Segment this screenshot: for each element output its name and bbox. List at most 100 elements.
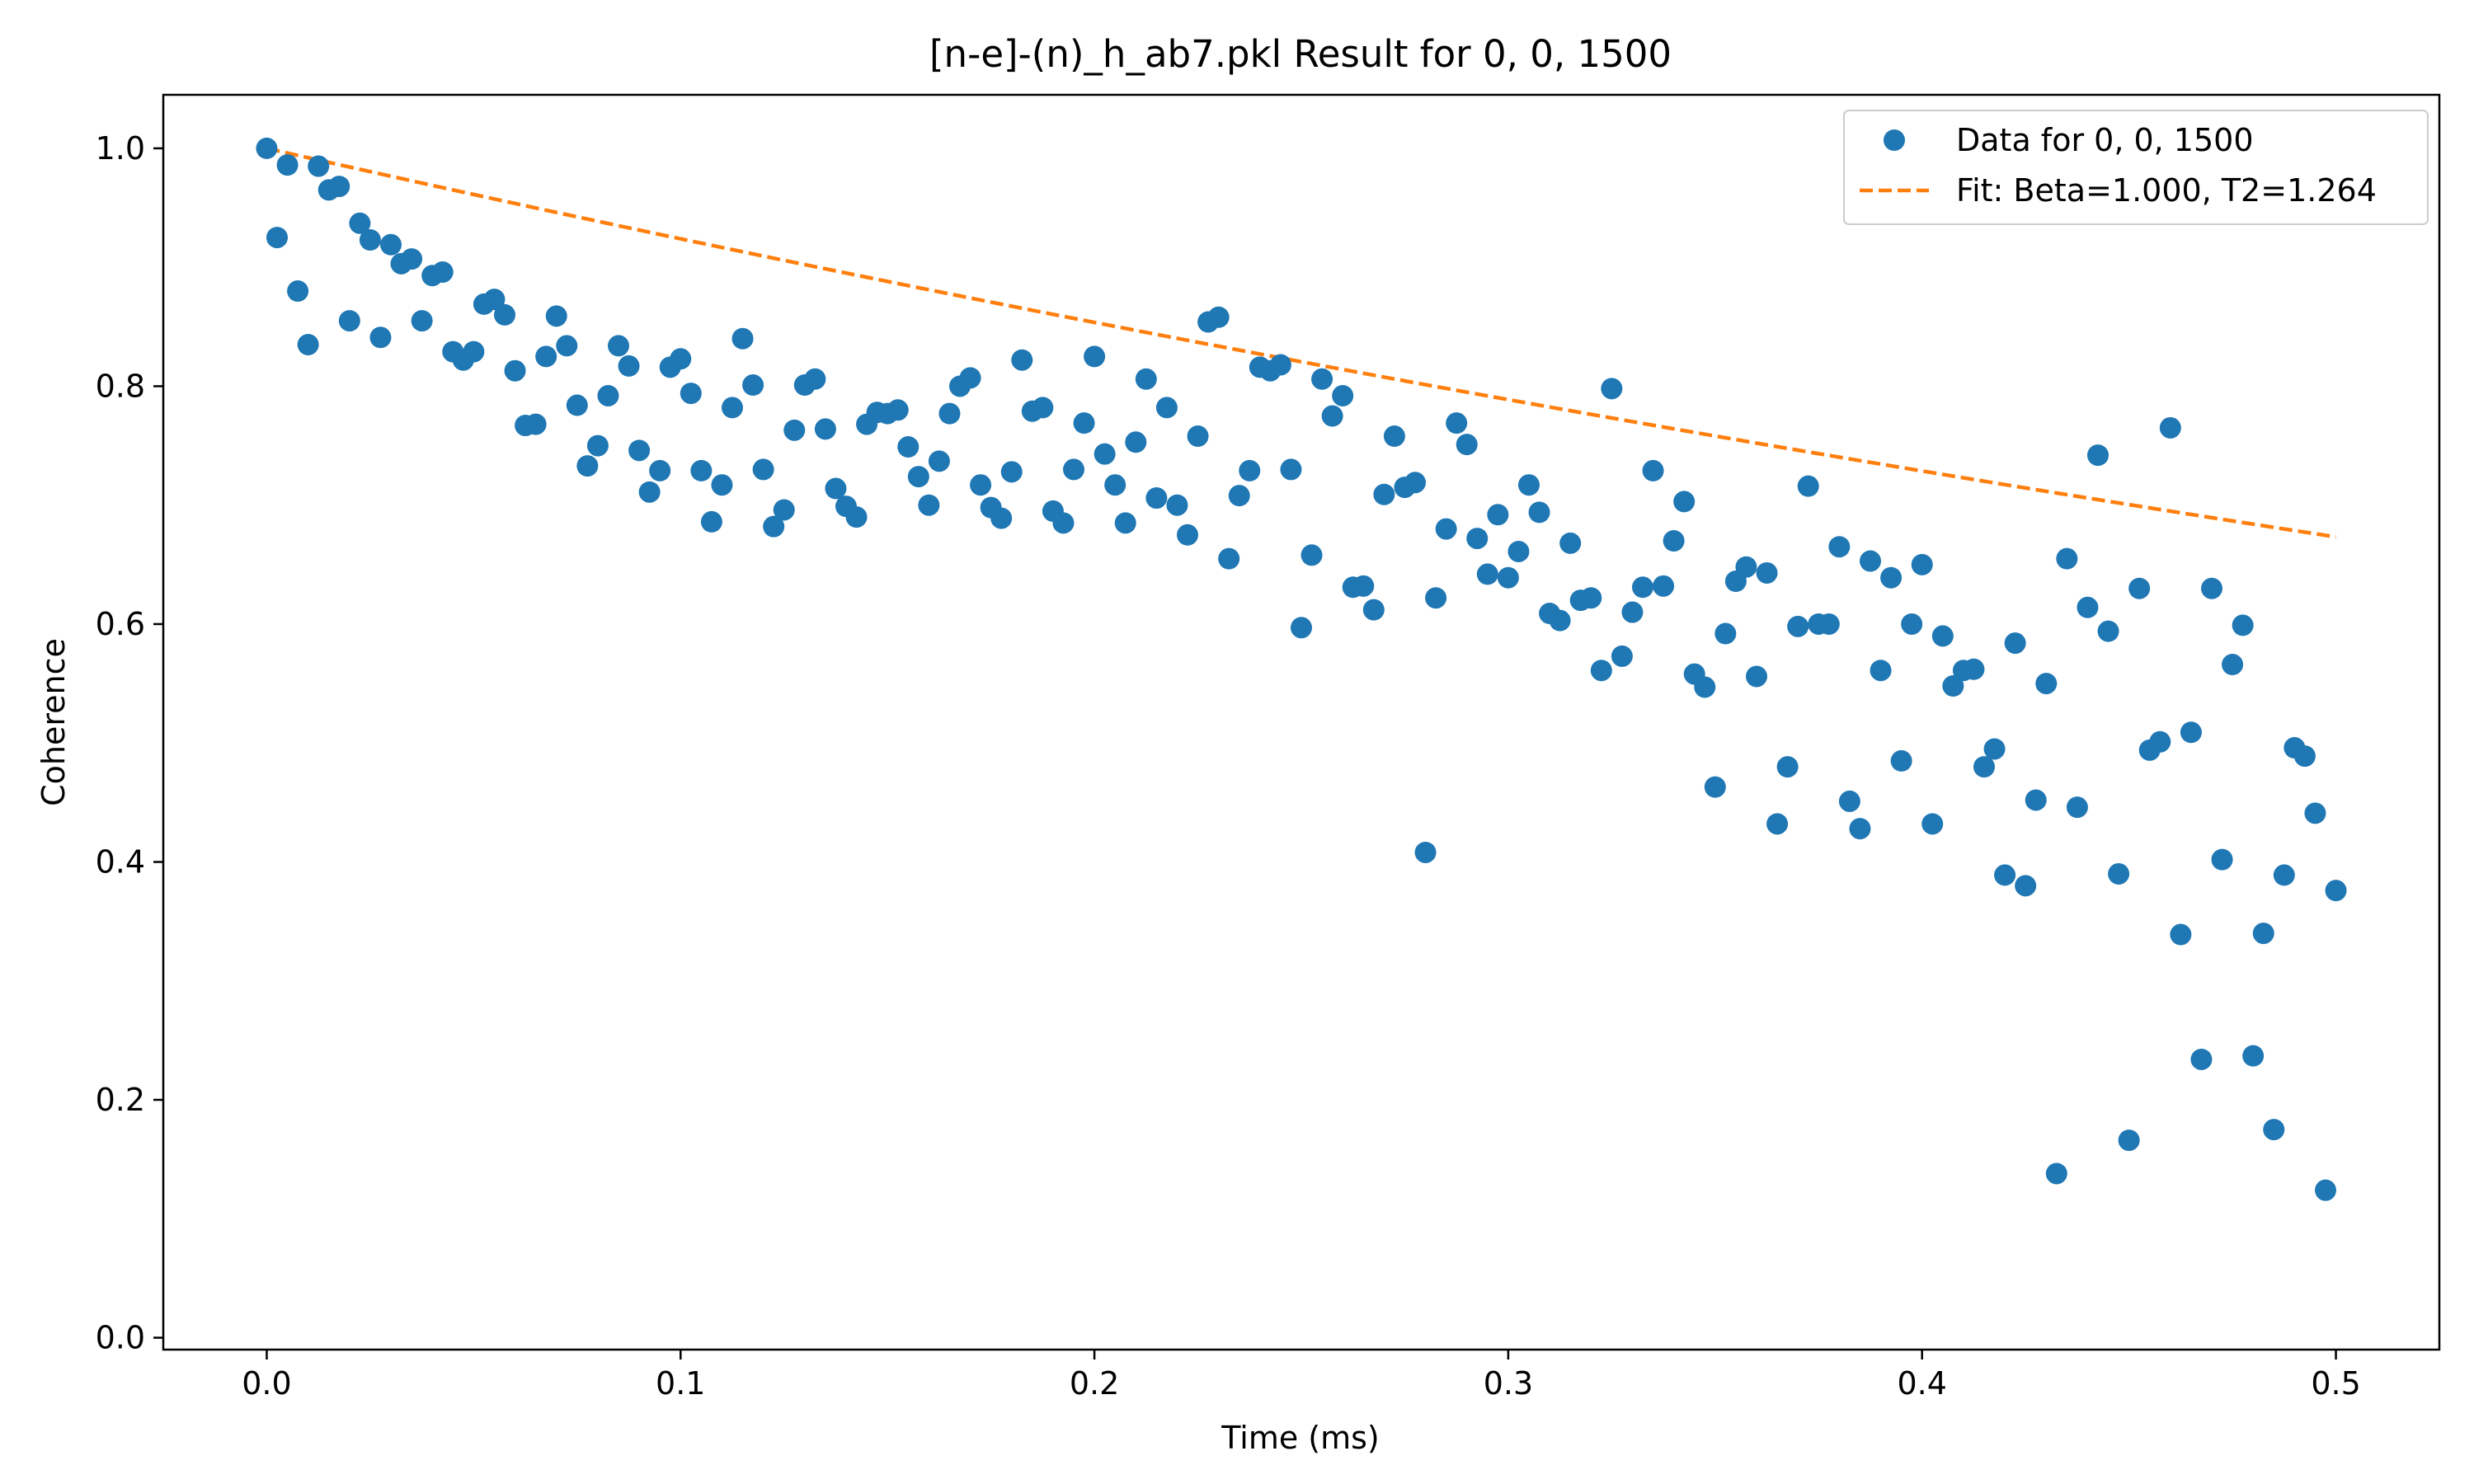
data-point — [918, 494, 940, 516]
x-tick-label: 0.4 — [1898, 1365, 1947, 1402]
data-point — [1528, 501, 1550, 524]
data-point — [1145, 487, 1168, 510]
data-point — [1653, 575, 1675, 597]
y-axis-ticks: 0.0 0.2 0.4 0.6 0.8 1.0 — [96, 130, 163, 1356]
data-point — [1621, 601, 1644, 623]
data-point — [887, 399, 909, 421]
data-point — [2293, 745, 2316, 768]
data-point — [1032, 397, 1054, 419]
data-point — [1828, 536, 1851, 558]
data-point — [2232, 614, 2254, 636]
data-point — [938, 402, 961, 425]
data-point — [1590, 660, 1612, 682]
data-point — [649, 459, 671, 481]
data-point — [1756, 561, 1778, 584]
data-point — [338, 310, 360, 332]
x-tick-label: 0.0 — [242, 1365, 291, 1402]
data-point — [2015, 875, 2037, 897]
data-point — [1838, 790, 1860, 812]
data-point — [1404, 472, 1426, 494]
data-point — [928, 450, 950, 472]
data-point — [1994, 864, 2016, 886]
data-point — [1860, 550, 1881, 572]
data-point — [1921, 813, 1944, 835]
data-point — [1663, 529, 1685, 552]
data-point — [349, 212, 371, 234]
data-point — [2056, 547, 2078, 570]
data-point — [1456, 434, 1478, 456]
data-point — [1911, 553, 1933, 575]
data-point — [2242, 1045, 2265, 1067]
data-point — [2128, 577, 2151, 599]
y-tick-label: 0.8 — [96, 368, 145, 404]
data-point — [545, 305, 567, 327]
data-point — [1849, 818, 1871, 840]
data-point — [814, 418, 836, 440]
data-point — [1155, 397, 1178, 419]
data-point — [752, 458, 774, 481]
data-point — [907, 466, 929, 488]
fit-curve — [266, 146, 2336, 539]
legend-marker-data — [1884, 129, 1905, 151]
x-axis-ticks: 0.0 0.1 0.2 0.3 0.4 0.5 — [242, 1350, 2361, 1402]
data-point — [1746, 665, 1767, 688]
data-point — [990, 507, 1013, 529]
data-point — [1000, 461, 1023, 483]
legend-label-fit: Fit: Beta=1.000, T2=1.264 — [1956, 172, 2377, 209]
data-point — [1901, 613, 1923, 635]
data-point — [1425, 587, 1447, 609]
data-point — [638, 481, 661, 503]
data-point — [2211, 848, 2233, 871]
data-point — [783, 419, 806, 441]
data-point — [970, 474, 992, 496]
data-point — [597, 384, 619, 406]
data-point — [1269, 354, 1291, 376]
data-point — [411, 310, 433, 332]
data-point — [1239, 459, 1261, 481]
data-point — [1601, 378, 1623, 400]
data-point — [2263, 1119, 2285, 1141]
data-point — [535, 345, 557, 368]
data-point — [2325, 880, 2347, 902]
scatter-points — [256, 137, 2347, 1201]
data-point — [700, 510, 722, 533]
data-point — [959, 367, 981, 389]
data-point — [2315, 1179, 2336, 1201]
data-point — [1694, 676, 1716, 698]
data-point — [1114, 512, 1136, 534]
data-point — [1135, 368, 1157, 390]
x-tick-label: 0.2 — [1070, 1365, 1119, 1402]
data-point — [566, 394, 588, 416]
data-point — [1766, 813, 1789, 835]
data-point — [1414, 841, 1437, 863]
data-point — [1321, 405, 1343, 427]
data-point — [2077, 596, 2099, 618]
y-tick-label: 0.6 — [96, 606, 145, 642]
data-point — [2190, 1048, 2213, 1070]
data-point — [763, 515, 785, 538]
data-point — [690, 459, 713, 481]
data-point — [504, 359, 526, 382]
x-axis-label: Time (ms) — [1221, 1420, 1380, 1456]
data-point — [1714, 622, 1737, 645]
data-point — [1973, 756, 1995, 778]
y-tick-label: 1.0 — [96, 130, 145, 167]
data-point — [276, 154, 299, 176]
data-point — [2304, 802, 2326, 824]
data-point — [711, 474, 733, 496]
chart-title: [n-e]-(n)_h_ab7.pkl Result for 0, 0, 150… — [929, 32, 1672, 76]
data-point — [2201, 577, 2222, 599]
data-point — [1332, 384, 1354, 406]
data-point — [2273, 864, 2295, 886]
data-point — [1373, 483, 1395, 505]
data-point — [628, 439, 651, 462]
data-point — [1518, 474, 1540, 496]
data-point — [1963, 658, 1985, 680]
data-point — [524, 413, 547, 435]
data-point — [2004, 632, 2026, 655]
data-point — [380, 233, 402, 256]
data-point — [773, 499, 795, 521]
data-point — [1487, 504, 1509, 526]
data-point — [2087, 444, 2109, 467]
